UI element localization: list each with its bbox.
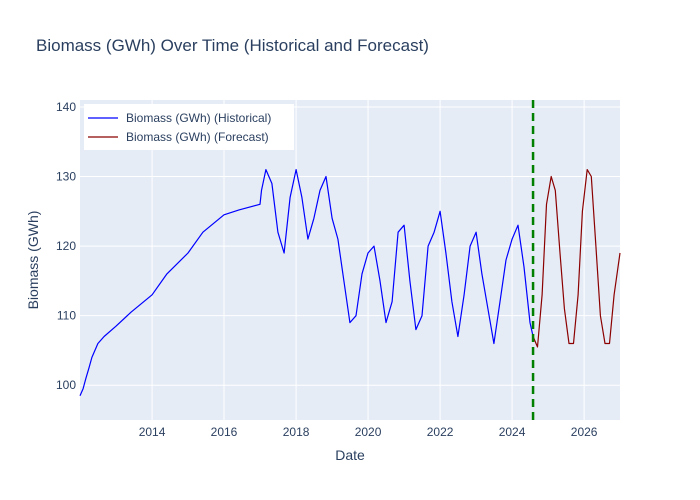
y-tick-label: 120 xyxy=(56,239,76,253)
x-tick-label: 2022 xyxy=(427,425,454,439)
x-tick-label: 2026 xyxy=(571,425,598,439)
legend-box xyxy=(84,104,294,150)
legend-label-historical: Biomass (GWh) (Historical) xyxy=(126,111,271,125)
series-lines xyxy=(79,100,621,420)
y-tick-label: 140 xyxy=(56,100,76,114)
chart-title: Biomass (GWh) Over Time (Historical and … xyxy=(36,36,429,55)
x-tick-label: 2014 xyxy=(139,425,166,439)
x-tick-label: 2020 xyxy=(355,425,382,439)
x-tick-label: 2024 xyxy=(499,425,526,439)
historical-line xyxy=(79,169,534,396)
forecast-line xyxy=(532,169,621,348)
x-tick-label: 2018 xyxy=(283,425,310,439)
x-tick-label: 2016 xyxy=(211,425,238,439)
x-axis-title: Date xyxy=(335,447,365,463)
y-axis-title: Biomass (GWh) xyxy=(25,211,41,310)
plot-area xyxy=(80,100,620,420)
tick-labels: 100 110 120 130 140 2014 2016 2018 2020 2022 2024 2… xyxy=(56,100,598,439)
legend-label-forecast: Biomass (GWh) (Forecast) xyxy=(126,130,269,144)
y-tick-label: 130 xyxy=(56,170,76,184)
legend: Biomass (GWh) (Historical) Biomass (GWh)… xyxy=(84,104,294,150)
grid xyxy=(80,100,620,420)
y-tick-label: 100 xyxy=(56,378,76,392)
y-tick-label: 110 xyxy=(57,309,76,323)
